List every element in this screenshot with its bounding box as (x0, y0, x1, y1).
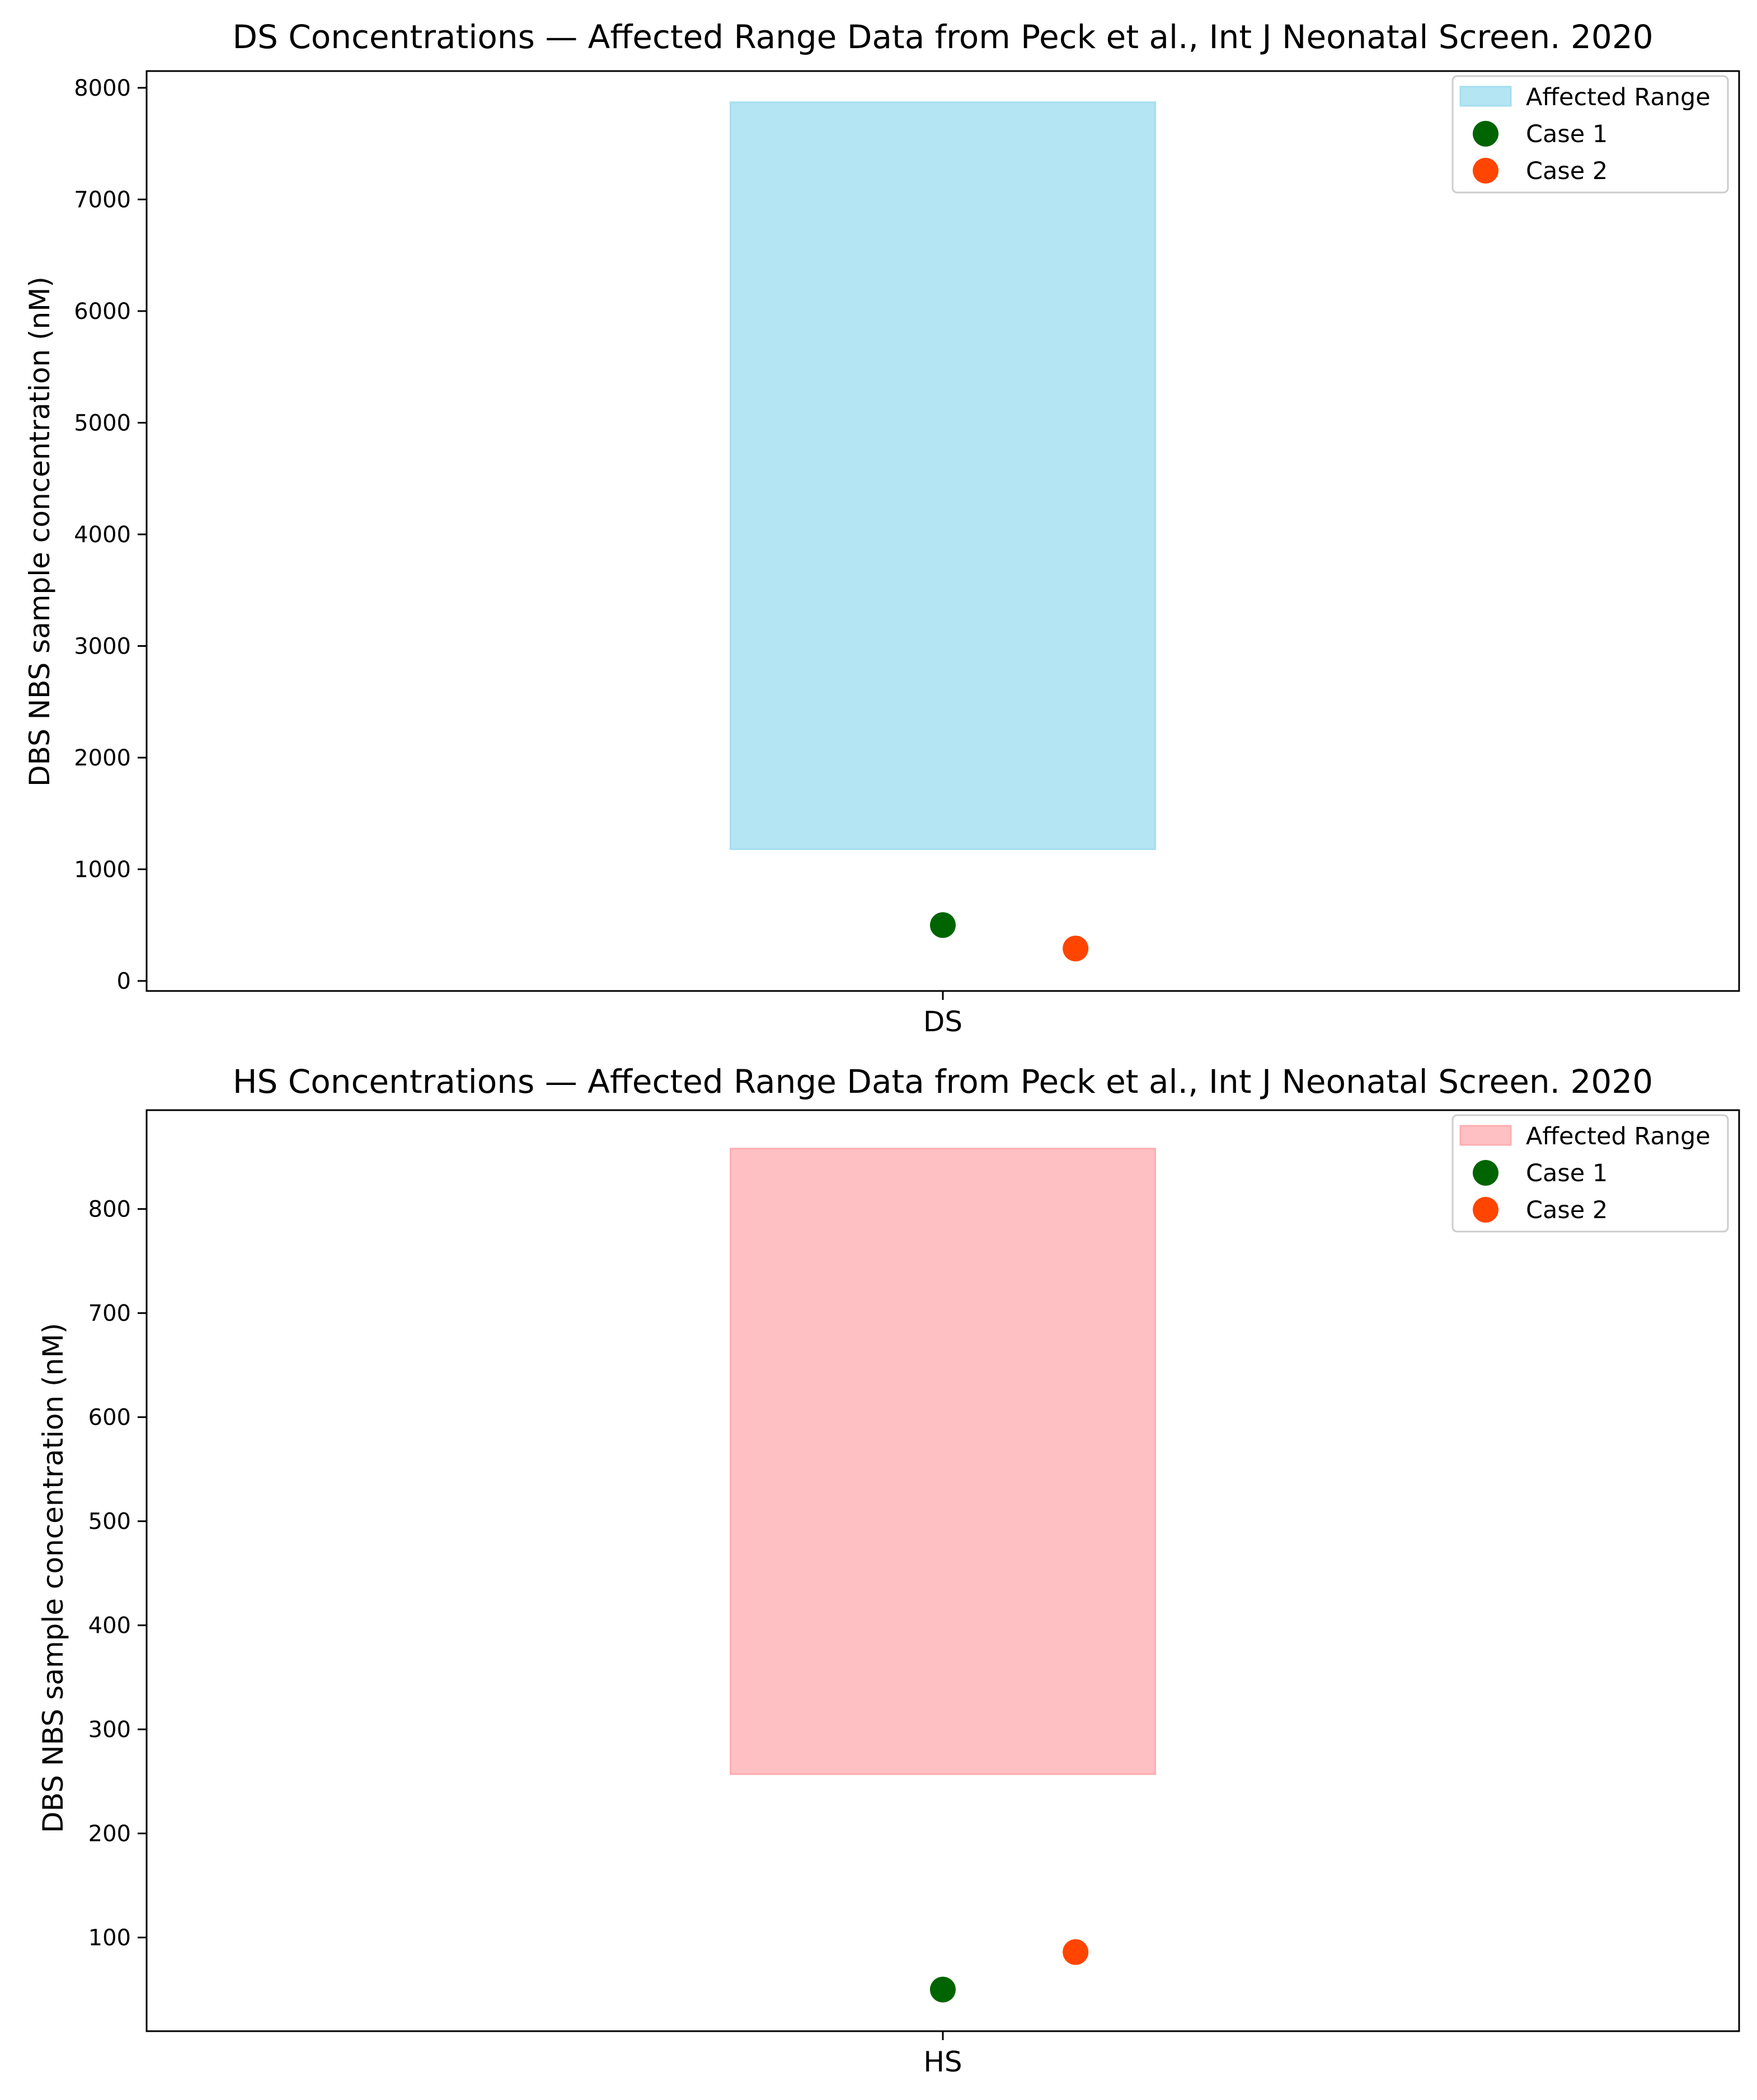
hs-affected-range-band (730, 1148, 1156, 1775)
hs-legend: Affected Range Case 1 Case 2 (1451, 1114, 1729, 1233)
ds-y-axis-label: DBS NBS sample concentration (nM) (24, 276, 56, 787)
hs-point-case1 (930, 1976, 956, 2003)
ds-legend-case1-label: Case 1 (1526, 120, 1608, 148)
ds-y-tick-label: 3000 (74, 634, 131, 660)
ds-legend-range-swatch (1459, 86, 1512, 107)
ds-point-case2 (1063, 936, 1089, 962)
hs-y-tick-label: 300 (88, 1717, 131, 1743)
ds-affected-range-layer (730, 101, 1156, 851)
ds-y-tick-label: 8000 (74, 76, 131, 101)
hs-point-case2 (1063, 1939, 1089, 1965)
hs-legend-case1-label: Case 1 (1526, 1159, 1608, 1187)
hs-y-ticks: 100 200 300 400 500 600 700 800 (88, 1197, 147, 1951)
ds-y-tick-label: 0 (117, 969, 131, 994)
hs-y-tick-label: 400 (88, 1613, 131, 1639)
ds-legend-box (1451, 75, 1729, 194)
hs-legend-range-swatch (1459, 1125, 1512, 1146)
hs-legend-case2-label: Case 2 (1526, 1196, 1608, 1224)
ds-y-tick-label: 4000 (74, 522, 131, 548)
ds-legend-case2-label: Case 2 (1526, 157, 1608, 185)
hs-data-points (930, 1939, 1089, 2003)
hs-legend-range-label: Affected Range (1526, 1122, 1711, 1150)
ds-data-points (930, 912, 1089, 962)
ds-legend-case2-marker (1473, 158, 1498, 184)
hs-legend-case2-marker (1473, 1197, 1498, 1223)
ds-affected-range-band (730, 101, 1156, 851)
ds-y-tick-label: 2000 (74, 745, 131, 771)
hs-y-tick-label: 800 (88, 1197, 131, 1223)
hs-y-tick-label: 700 (88, 1301, 131, 1327)
ds-y-tick-label: 1000 (74, 857, 131, 883)
hs-affected-range-layer (730, 1148, 1156, 1775)
hs-chart-title: HS Concentrations — Affected Range Data … (233, 1063, 1653, 1101)
ds-chart-title: DS Concentrations — Affected Range Data … (232, 18, 1653, 56)
hs-y-tick-label: 100 (88, 1925, 131, 1951)
hs-y-axis-label: DBS NBS sample concentration (nM) (37, 1323, 69, 1833)
ds-x-tick-label: DS (923, 1006, 962, 1038)
ds-y-tick-label: 5000 (74, 410, 131, 436)
ds-y-tick-label: 7000 (74, 187, 131, 213)
hs-legend-case1-marker (1473, 1160, 1498, 1186)
hs-y-tick-label: 200 (88, 1821, 131, 1847)
ds-legend-range-label: Affected Range (1526, 83, 1711, 111)
ds-point-case1 (930, 912, 956, 938)
ds-y-tick-label: 6000 (74, 299, 131, 325)
hs-y-tick-label: 500 (88, 1509, 131, 1535)
hs-legend-box (1451, 1114, 1729, 1233)
ds-legend: Affected Range Case 1 Case 2 (1451, 75, 1729, 194)
hs-y-tick-label: 600 (88, 1405, 131, 1431)
hs-chart: HS Concentrations — Affected Range Data … (37, 1063, 1740, 2078)
ds-chart: DS Concentrations — Affected Range Data … (24, 18, 1740, 1038)
hs-x-tick-label: HS (923, 2046, 962, 2078)
ds-legend-case1-marker (1473, 121, 1498, 147)
ds-y-ticks: 0 1000 2000 3000 4000 5000 6000 7000 8000 (74, 76, 147, 994)
